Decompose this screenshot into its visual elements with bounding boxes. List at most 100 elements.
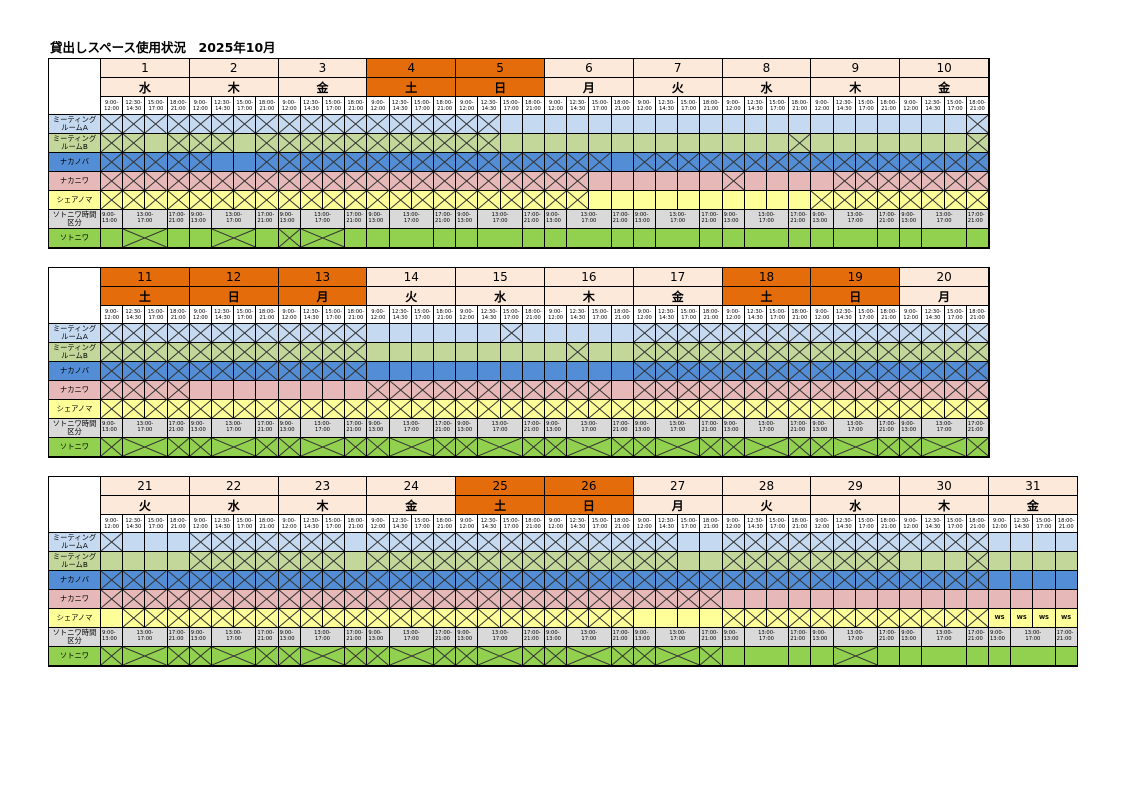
slot-room-b xyxy=(411,343,434,362)
booked-cross-icon xyxy=(323,400,344,418)
slot-room-a xyxy=(833,324,856,343)
booked-cross-icon xyxy=(478,647,521,665)
booked-cross-icon xyxy=(256,647,277,665)
booked-cross-icon xyxy=(190,609,211,627)
slot-shearnoma xyxy=(944,400,967,419)
slot-nakaniwa xyxy=(789,172,812,191)
slot-room-a xyxy=(189,115,212,134)
booked-cross-icon xyxy=(345,400,366,418)
slot-nakaniwa xyxy=(123,172,146,191)
booked-cross-icon xyxy=(878,552,899,570)
slot-nakaniwa xyxy=(434,381,457,400)
booked-cross-icon xyxy=(745,153,766,171)
slot-nakaniwa xyxy=(611,590,634,609)
slot-room-a xyxy=(1033,533,1056,552)
slot-shearnoma xyxy=(123,191,146,210)
slot-room-b xyxy=(500,134,523,153)
slot-sotoniwa xyxy=(123,647,168,666)
slot-room-b xyxy=(189,552,212,571)
slot-nakaniwa xyxy=(855,381,878,400)
booked-cross-icon xyxy=(545,381,566,399)
slot-sotoniwa xyxy=(367,647,390,666)
slot-nakaniwa xyxy=(411,172,434,191)
booked-cross-icon xyxy=(123,134,144,152)
booked-cross-icon xyxy=(412,571,433,589)
slot-nakaniwa xyxy=(456,590,479,609)
slot-sotoniwa xyxy=(567,647,612,666)
booked-cross-icon xyxy=(545,191,566,209)
booked-cross-icon xyxy=(145,343,166,361)
time-slot-label: 9:00- 12:00 xyxy=(278,97,301,115)
slot-nakaniwa xyxy=(744,172,767,191)
slot-room-a xyxy=(567,324,590,343)
slot-shearnoma xyxy=(212,191,235,210)
booked-cross-icon xyxy=(256,324,277,342)
slot-nakaniwa xyxy=(966,590,989,609)
booked-cross-icon xyxy=(745,324,766,342)
slot-nakanoba xyxy=(878,153,901,172)
soto-time-slot: 13:00- 17:00 xyxy=(123,628,168,647)
slot-nakaniwa xyxy=(522,172,545,191)
slot-nakanoba xyxy=(389,571,412,590)
slot-nakanoba xyxy=(522,153,545,172)
slot-shearnoma xyxy=(367,191,390,210)
booked-cross-icon xyxy=(789,438,810,456)
booked-cross-icon xyxy=(634,438,655,456)
soto-time-slot: 13:00- 17:00 xyxy=(744,210,790,229)
booked-cross-icon xyxy=(234,362,255,380)
row-label-soto-time: ソトニワ時間 区分 xyxy=(49,210,101,229)
slot-shearnoma xyxy=(567,400,590,419)
slot-nakanoba xyxy=(700,571,723,590)
booked-cross-icon xyxy=(101,590,122,608)
booked-cross-icon xyxy=(700,343,721,361)
slot-nakaniwa xyxy=(367,172,390,191)
slot-room-b xyxy=(101,343,124,362)
slot-nakanoba xyxy=(744,153,767,172)
booked-cross-icon xyxy=(279,590,300,608)
slot-sotoniwa xyxy=(256,647,279,666)
slot-room-b xyxy=(678,134,701,153)
time-slot-label: 15:00- 17:00 xyxy=(944,515,967,533)
slot-nakaniwa xyxy=(989,590,1012,609)
soto-time-slot: 13:00- 17:00 xyxy=(478,210,523,229)
booked-cross-icon xyxy=(545,571,566,589)
slot-room-a xyxy=(789,115,812,134)
day-number: 19 xyxy=(811,268,901,287)
booked-cross-icon xyxy=(789,324,810,342)
booked-cross-icon xyxy=(967,438,988,456)
slot-room-b xyxy=(234,552,257,571)
slot-room-b xyxy=(656,552,679,571)
slot-shearnoma xyxy=(878,400,901,419)
booked-cross-icon xyxy=(190,153,211,171)
slot-shearnoma xyxy=(656,191,679,210)
booked-cross-icon xyxy=(945,381,966,399)
slot-nakaniwa xyxy=(300,172,323,191)
slot-nakaniwa xyxy=(545,172,568,191)
booked-cross-icon xyxy=(945,153,966,171)
booked-cross-icon xyxy=(856,362,877,380)
slot-shearnoma xyxy=(767,609,790,628)
soto-time-slot: 17:00- 21:00 xyxy=(966,210,989,229)
slot-room-b xyxy=(944,134,967,153)
slot-shearnoma xyxy=(633,400,656,419)
booked-cross-icon xyxy=(945,343,966,361)
slot-nakaniwa xyxy=(212,590,235,609)
slot-shearnoma xyxy=(167,191,190,210)
booked-cross-icon xyxy=(123,324,144,342)
day-number: 29 xyxy=(811,477,901,496)
slot-room-b xyxy=(101,552,124,571)
day-number: 4 xyxy=(367,59,457,78)
slot-room-b xyxy=(789,552,812,571)
slot-nakanoba xyxy=(278,153,301,172)
booked-cross-icon xyxy=(900,438,921,456)
time-slot-label: 15:00- 17:00 xyxy=(234,306,257,324)
booked-cross-icon xyxy=(878,533,899,551)
slot-shearnoma xyxy=(212,609,235,628)
booked-cross-icon xyxy=(190,590,211,608)
slot-nakanoba xyxy=(900,153,923,172)
slot-room-a xyxy=(256,324,279,343)
booked-cross-icon xyxy=(434,533,455,551)
slot-sotoniwa xyxy=(567,438,612,457)
slot-shearnoma xyxy=(411,400,434,419)
slot-room-a xyxy=(189,533,212,552)
